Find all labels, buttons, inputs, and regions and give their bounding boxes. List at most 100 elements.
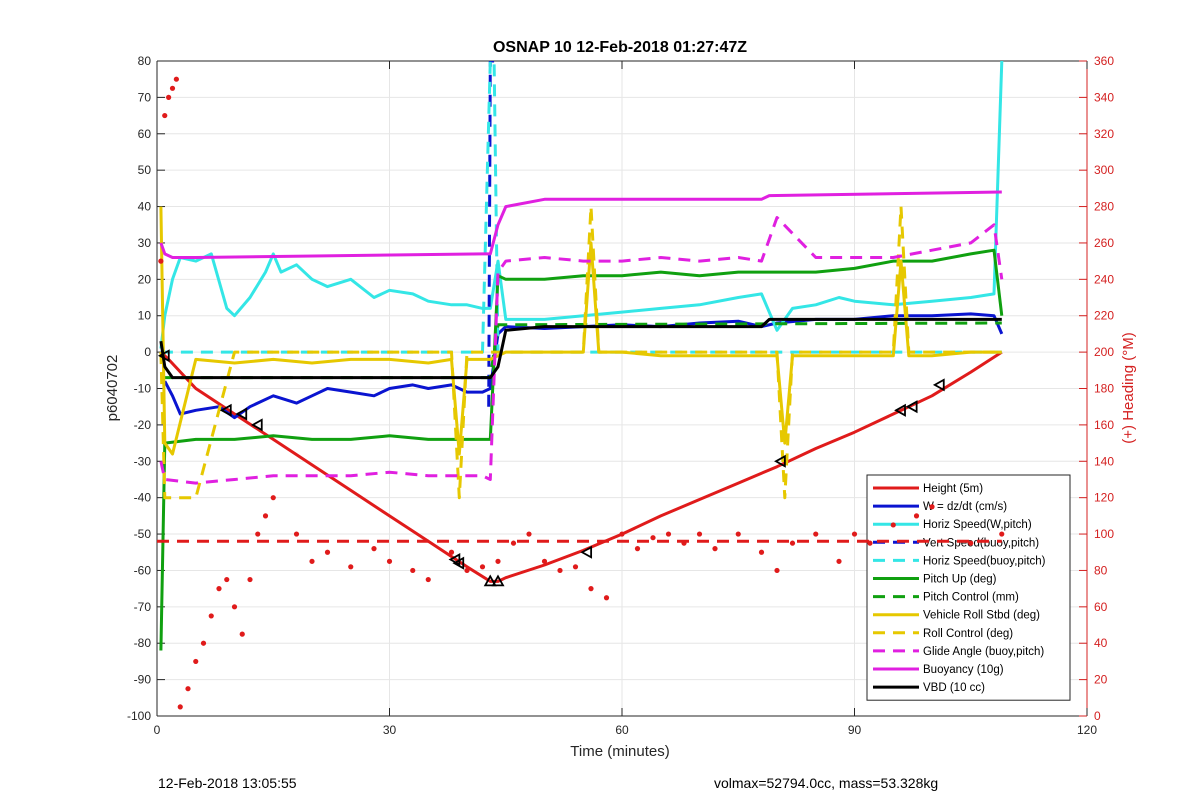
heading-point xyxy=(371,546,377,552)
heading-point xyxy=(173,76,179,82)
heading-point xyxy=(758,549,765,555)
y2-tick-label: 240 xyxy=(1094,272,1114,286)
legend-label: Roll Control (deg) xyxy=(923,628,1013,640)
heading-point xyxy=(813,531,819,537)
legend-label: Pitch Control (mm) xyxy=(923,592,1019,604)
x-tick-label: 120 xyxy=(1077,723,1097,737)
heading-point xyxy=(247,576,253,583)
x-axis-label: Time (minutes) xyxy=(570,743,669,760)
y-tick-label: 20 xyxy=(138,272,152,286)
triangle-marker xyxy=(219,403,232,417)
plot-area xyxy=(157,61,1005,710)
y-tick-label: -30 xyxy=(134,454,152,468)
axes xyxy=(156,60,1088,717)
series-line-0 xyxy=(159,350,1003,583)
y-tick-label: 40 xyxy=(138,200,152,214)
heading-point xyxy=(836,558,842,564)
y-tick-label: -70 xyxy=(134,600,152,614)
heading-point xyxy=(208,613,214,619)
heading-point xyxy=(169,85,176,91)
y2-tick-label: 180 xyxy=(1094,382,1114,396)
y2-tick-label: 360 xyxy=(1094,54,1114,68)
legend-label: Horiz Speed(W,pitch) xyxy=(923,519,1032,531)
heading-point xyxy=(913,513,920,519)
triangle-marker xyxy=(894,403,906,417)
heading-point xyxy=(968,540,974,546)
y-tick-label: 30 xyxy=(138,236,152,250)
y-tick-label: -40 xyxy=(134,491,152,505)
y2-tick-label: 320 xyxy=(1094,127,1114,141)
heading-point xyxy=(158,258,164,264)
legend-label: Horiz Speed(buoy,pitch) xyxy=(923,555,1046,567)
legend-label: Vert Speed(buoy,pitch) xyxy=(923,537,1039,549)
legend-label: Glide Angle (buoy,pitch) xyxy=(923,646,1044,658)
series-line-2 xyxy=(159,61,1004,349)
triangle-marker xyxy=(774,454,786,468)
triangle-marker xyxy=(452,556,465,570)
heading-point xyxy=(309,558,315,564)
y-tick-label: 50 xyxy=(138,163,152,177)
heading-point xyxy=(324,549,331,555)
y2-tick-label: 200 xyxy=(1094,345,1114,359)
heading-point xyxy=(185,686,191,692)
y2-tick-label: 220 xyxy=(1094,309,1114,323)
y2-tick-label: 0 xyxy=(1094,709,1101,723)
heading-point xyxy=(464,567,470,574)
heading-point xyxy=(255,531,261,537)
legend-box xyxy=(866,474,1071,701)
heading-point xyxy=(231,604,238,610)
y-tick-label: -60 xyxy=(134,563,152,577)
heading-point xyxy=(270,495,276,501)
y-tick-label: -80 xyxy=(134,636,152,650)
y-tick-label: 10 xyxy=(138,309,152,323)
triangle-marker xyxy=(157,349,170,363)
y-tick-label: -10 xyxy=(134,382,152,396)
heading-point xyxy=(735,531,741,537)
heading-point xyxy=(851,531,858,537)
heading-point xyxy=(162,112,168,119)
heading-point xyxy=(572,564,579,570)
y2-tick-label: 60 xyxy=(1094,600,1108,614)
x-tick-label: 0 xyxy=(154,723,161,737)
heading-point xyxy=(348,564,354,570)
heading-point xyxy=(603,595,610,601)
series-line-11 xyxy=(159,317,1002,380)
y-tick-label: -90 xyxy=(134,673,152,687)
legend-label: Buoyancy (10g) xyxy=(923,664,1004,676)
triangle-up-marker xyxy=(491,574,505,587)
y-tick-label: 0 xyxy=(144,345,151,359)
y2-tick-label: 300 xyxy=(1094,163,1114,177)
y2-tick-label: 280 xyxy=(1094,200,1114,214)
tick-labels: 0 30 60 90 12080706050403020100-10-20-30-40-… xyxy=(127,54,1114,737)
heading-point xyxy=(177,704,183,710)
triangle-up-marker xyxy=(483,574,497,587)
heading-point xyxy=(526,531,532,537)
legend-label: Height (5m) xyxy=(923,483,983,495)
heading-point xyxy=(193,658,199,665)
y-tick-label: 60 xyxy=(138,127,152,141)
heading-point xyxy=(588,586,594,592)
heading-point xyxy=(425,576,431,583)
heading-point xyxy=(200,640,207,646)
heading-point xyxy=(448,549,455,555)
heading-point xyxy=(557,567,563,574)
y-tick-label: -20 xyxy=(134,418,152,432)
heading-point xyxy=(650,535,656,541)
y-tick-label: 80 xyxy=(138,54,152,68)
heading-point xyxy=(541,558,548,564)
footer-timestamp: 12-Feb-2018 13:05:55 xyxy=(158,775,297,791)
footer-mass-info: volmax=52794.0cc, mass=53.328kg xyxy=(714,775,938,791)
y-tick-label: -50 xyxy=(134,527,152,541)
y-tick-label: 70 xyxy=(138,90,152,104)
heading-point xyxy=(224,576,230,583)
heading-point xyxy=(510,540,517,546)
heading-point xyxy=(929,504,935,510)
x-tick-label: 90 xyxy=(848,723,862,737)
legend-label: Vehicle Roll Stbd (deg) xyxy=(923,610,1040,622)
triangle-marker xyxy=(235,407,248,421)
triangle-marker xyxy=(932,378,945,392)
heading-point xyxy=(665,531,672,537)
heading-point xyxy=(239,631,245,637)
